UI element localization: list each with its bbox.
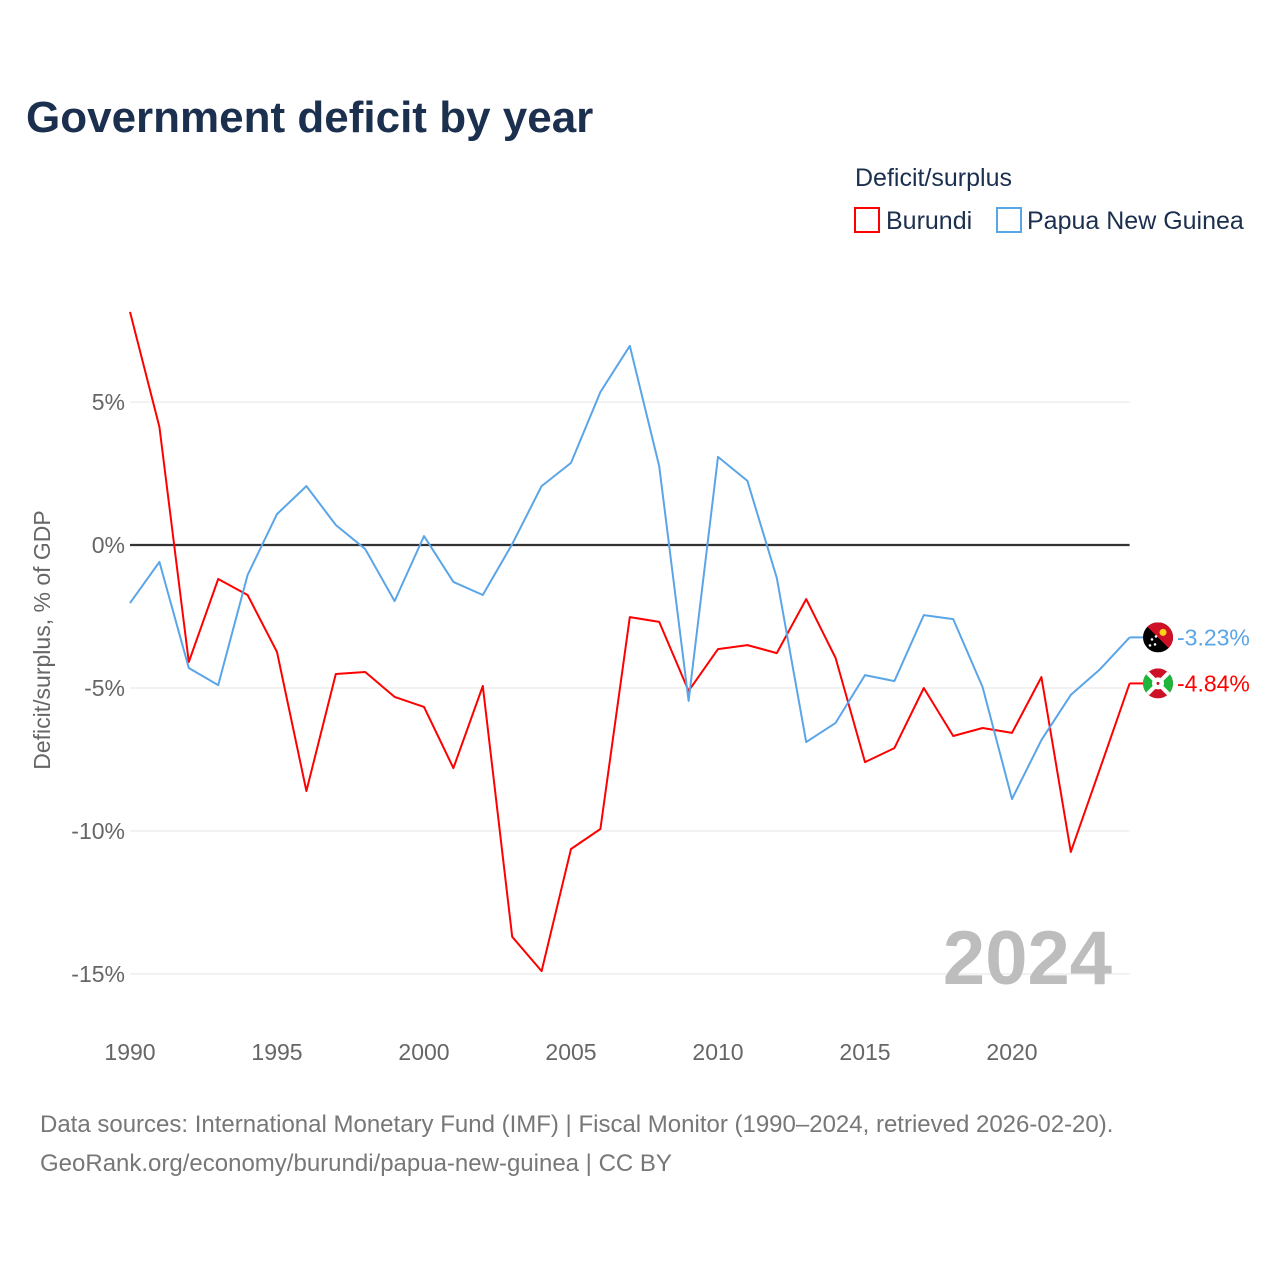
y-tick-label: 0% bbox=[92, 532, 125, 558]
legend-swatch-papua-new-guinea bbox=[996, 207, 1022, 233]
legend-label-burundi: Burundi bbox=[886, 207, 972, 235]
x-ticks: 1990 1995 2000 2005 2010 2015 2020 bbox=[104, 1039, 1037, 1065]
grid bbox=[130, 401, 1130, 975]
series-line-papua-new-guinea bbox=[129, 344, 1131, 800]
footer-sources: Data sources: International Monetary Fun… bbox=[40, 1111, 1113, 1138]
legend-item-papua-new-guinea[interactable]: Papua New Guinea bbox=[996, 207, 1244, 235]
series-line-burundi bbox=[129, 311, 1131, 973]
x-tick-label: 2000 bbox=[398, 1039, 449, 1065]
y-tick-label: -10% bbox=[71, 818, 125, 844]
x-tick-label: 2010 bbox=[692, 1039, 743, 1065]
y-tick-label: 5% bbox=[92, 389, 125, 415]
legend-title: Deficit/surplus bbox=[855, 164, 1012, 192]
y-ticks: 5% 0% -5% -10% -15% bbox=[71, 389, 125, 987]
y-axis-label: Deficit/surplus, % of GDP bbox=[29, 510, 55, 769]
flag-burundi-icon bbox=[1129, 668, 1173, 699]
end-labels: -4.84% -3.23% bbox=[1129, 622, 1250, 699]
year-watermark: 2024 bbox=[943, 916, 1112, 1001]
x-tick-label: 1990 bbox=[104, 1039, 155, 1065]
legend-item-burundi[interactable]: Burundi bbox=[854, 207, 972, 235]
series-lines bbox=[129, 311, 1131, 973]
y-tick-label: -5% bbox=[84, 675, 125, 701]
x-tick-label: 2005 bbox=[545, 1039, 596, 1065]
legend-label-papua-new-guinea: Papua New Guinea bbox=[1027, 207, 1244, 235]
y-tick-label: -15% bbox=[71, 961, 125, 987]
footer-link[interactable]: GeoRank.org/economy/burundi/papua-new-gu… bbox=[40, 1150, 672, 1177]
end-label-burundi: -4.84% bbox=[1177, 670, 1250, 696]
end-label-papua-new-guinea: -3.23% bbox=[1177, 624, 1250, 650]
legend-swatch-burundi bbox=[854, 207, 880, 233]
x-tick-label: 1995 bbox=[251, 1039, 302, 1065]
x-tick-label: 2015 bbox=[839, 1039, 890, 1065]
chart-title: Government deficit by year bbox=[26, 93, 593, 142]
x-tick-label: 2020 bbox=[986, 1039, 1037, 1065]
flag-papua-new-guinea-icon bbox=[1129, 622, 1173, 653]
